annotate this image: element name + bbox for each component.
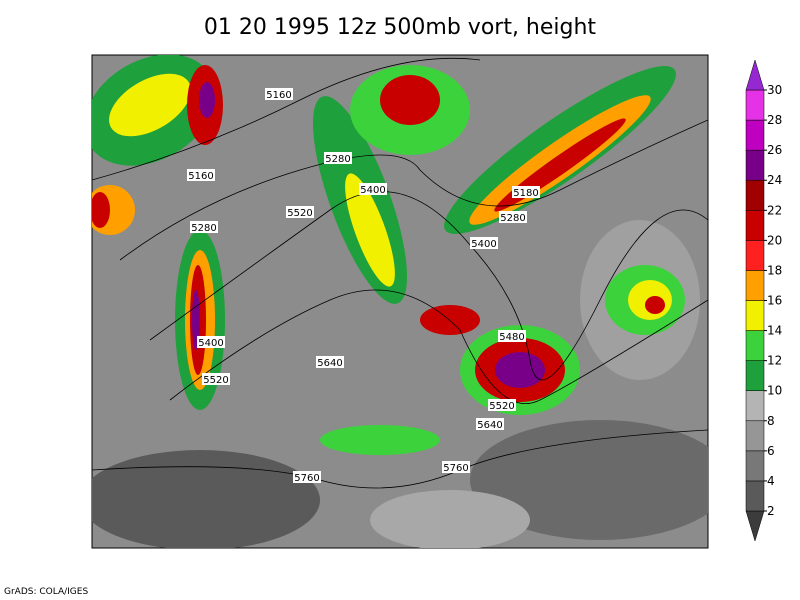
contour-label-box — [265, 88, 293, 100]
footer: GrADS: COLA/IGES — [4, 587, 88, 597]
contour-label: 5480 — [499, 332, 524, 343]
contour-label: 5180 — [513, 188, 538, 199]
colorbar-label: 14 — [767, 324, 782, 338]
contour-label-box — [197, 336, 225, 348]
colorbar-segment — [745, 480, 765, 512]
contour-label-box — [202, 373, 230, 385]
colorbar-segment — [745, 149, 765, 181]
colorbar-segment — [745, 330, 765, 361]
contour-label: 5640 — [477, 420, 502, 431]
contour-label-box — [187, 169, 215, 181]
colorbar-label: 2 — [767, 504, 775, 518]
contour-label-box — [442, 461, 470, 473]
colorbar-label: 12 — [767, 354, 782, 368]
colorbar-segment — [745, 270, 765, 301]
contour-label: 5520 — [203, 375, 228, 386]
colorbar-label: 8 — [767, 414, 775, 428]
contour-label-box — [286, 206, 314, 218]
colorbar-segment — [745, 510, 765, 542]
contour-label-box — [476, 418, 504, 430]
colorbar-segment — [745, 300, 765, 331]
contour-label-box — [470, 237, 498, 249]
colorbar-segment — [745, 420, 765, 452]
contour-label-box — [293, 471, 321, 483]
contour-label: 5640 — [317, 358, 342, 369]
map-panel: 5160 5280 5160 5400 5520 5280 5180 5280 5400 5480… — [91, 54, 709, 549]
colorbar-segment — [745, 450, 765, 482]
contour-label-box — [324, 152, 352, 164]
colorbar-segment — [745, 119, 765, 151]
contour-label: 5160 — [266, 90, 291, 101]
contour-label: 5400 — [360, 185, 385, 196]
contour-label-box — [512, 186, 540, 198]
colorbar-segment — [745, 59, 765, 91]
contour-label: 5520 — [489, 401, 514, 412]
contour-label-box — [316, 356, 344, 368]
height-contours — [92, 57, 708, 489]
colorbar-segment — [745, 210, 765, 241]
contour-label-box — [498, 330, 526, 342]
colorbar-segment — [745, 360, 765, 391]
contour-label: 5400 — [198, 338, 223, 349]
colorbar-label: 20 — [767, 233, 782, 247]
colorbar-label: 22 — [767, 203, 782, 217]
colorbar-segment — [745, 240, 765, 271]
colorbar-label: 16 — [767, 294, 782, 308]
contour-label: 5400 — [471, 239, 496, 250]
contour-label-box — [359, 183, 387, 195]
colorbar-segment — [745, 390, 765, 422]
contour-label-box — [499, 211, 527, 223]
colorbar-label: 6 — [767, 444, 775, 458]
colorbar-label: 30 — [767, 83, 782, 97]
contour-labels: 5160 5280 5160 5400 5520 5280 5180 5280 5400 5480… — [187, 88, 540, 484]
contour-label: 5280 — [500, 213, 525, 224]
contour-label: 5520 — [287, 208, 312, 219]
colorbar-label: 10 — [767, 384, 782, 398]
contour-label: 5280 — [325, 154, 350, 165]
colorbar-label: 4 — [767, 474, 775, 488]
contour-label: 5160 — [188, 171, 213, 182]
colorbar-segment — [745, 89, 765, 121]
colorbar-segment — [745, 179, 765, 211]
contour-label: 5280 — [191, 223, 216, 234]
colorbar-label: 24 — [767, 173, 782, 187]
contour-label-box — [190, 221, 218, 233]
contour-label: 5760 — [294, 473, 319, 484]
colorbar-label: 18 — [767, 263, 782, 277]
colorbar-label: 26 — [767, 143, 782, 157]
title: 01 20 1995 12z 500mb vort, height — [204, 15, 597, 40]
vorticity-field — [92, 55, 708, 548]
contour-label-box — [488, 399, 516, 411]
contour-label: 5760 — [443, 463, 468, 474]
colorbar-label: 28 — [767, 113, 782, 127]
